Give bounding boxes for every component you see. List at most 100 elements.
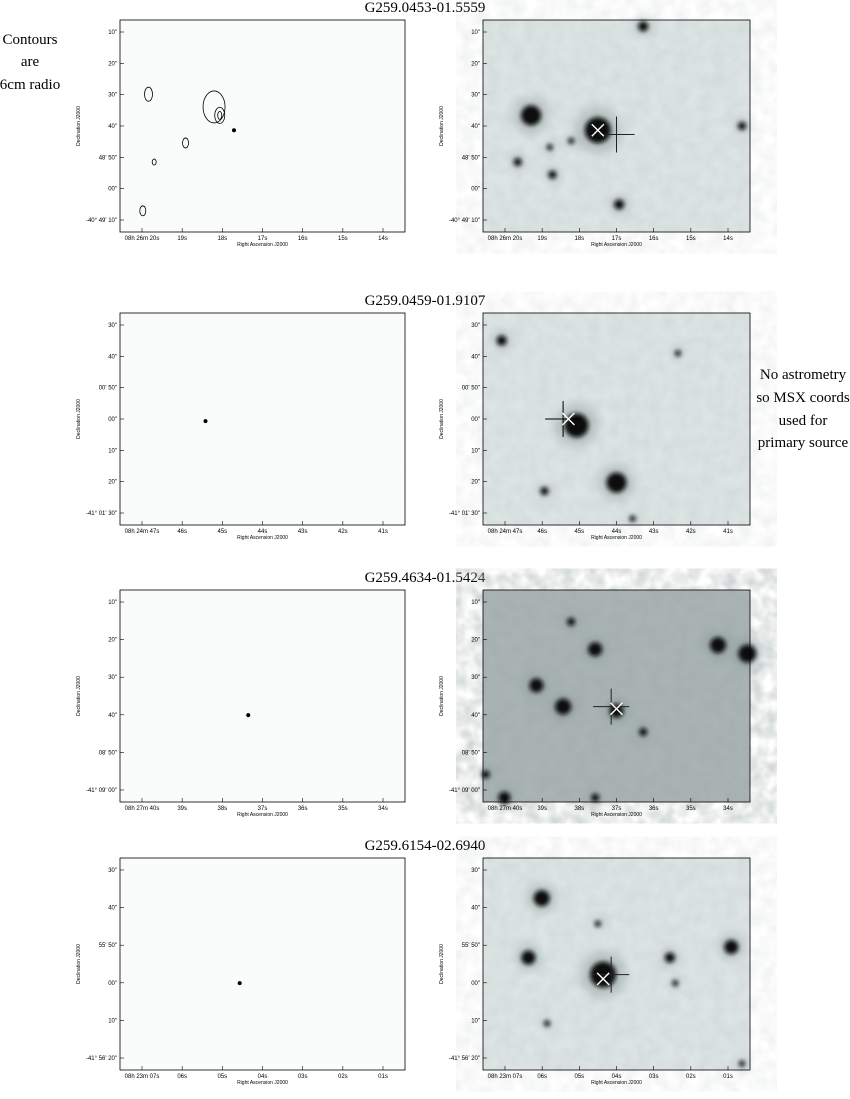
x-axis-label: Right Ascension J2000 xyxy=(237,1080,288,1086)
x-tick-label: 38s xyxy=(217,806,227,812)
y-tick-label: 10" xyxy=(471,30,480,36)
contour xyxy=(139,205,147,217)
panel: 30" 40" 00' 50" 00" 10" 20" -41° 01' 30" 08h 24… xyxy=(439,312,751,541)
y-tick-label: 30" xyxy=(471,323,480,329)
x-tick-label: 39s xyxy=(537,806,547,812)
x-tick-label: 38s xyxy=(574,806,584,812)
x-axis-label: Right Ascension J2000 xyxy=(591,1080,642,1086)
row-title: G259.0459-01.9107 xyxy=(365,293,486,309)
star xyxy=(674,350,681,357)
note-right: No astrometry xyxy=(760,367,847,383)
x-axis-label: Right Ascension J2000 xyxy=(591,242,642,248)
x-tick-label: 18s xyxy=(574,236,584,242)
y-tick-label: 00" xyxy=(108,187,117,193)
x-tick-label: 39s xyxy=(177,806,187,812)
star xyxy=(724,940,739,955)
star xyxy=(591,793,600,802)
note-right: so MSX coords xyxy=(756,390,850,406)
star xyxy=(567,617,576,626)
y-axis-label: Declination J2000 xyxy=(76,944,82,984)
x-tick-label: 35s xyxy=(686,806,696,812)
x-axis-label: Right Ascension J2000 xyxy=(591,535,642,541)
y-tick-label: -41° 09' 00" xyxy=(86,788,117,794)
y-tick-label: 40" xyxy=(471,354,480,360)
star xyxy=(533,890,550,907)
y-tick-label: 55' 50" xyxy=(462,943,480,949)
star xyxy=(521,950,536,965)
star xyxy=(738,1060,745,1067)
x-tick-label: 08h 24m 47s xyxy=(125,529,160,535)
x-tick-label: 43s xyxy=(649,529,659,535)
x-tick-label: 17s xyxy=(258,236,268,242)
x-tick-label: 08h 27m 40s xyxy=(488,806,523,812)
y-tick-label: 00" xyxy=(471,981,480,987)
star xyxy=(709,637,726,654)
y-tick-label: 08' 50" xyxy=(99,750,117,756)
y-tick-label: 00" xyxy=(108,417,117,423)
x-tick-label: 37s xyxy=(258,806,268,812)
star xyxy=(481,770,490,779)
star xyxy=(548,170,557,179)
y-tick-label: 30" xyxy=(108,323,117,329)
star xyxy=(546,144,553,151)
y-tick-label: 10" xyxy=(471,1018,480,1024)
y-tick-label: 20" xyxy=(471,480,480,486)
x-tick-label: 08h 26m 20s xyxy=(125,236,160,242)
row-title: G259.0453-01.5559 xyxy=(365,0,486,16)
star xyxy=(588,642,603,657)
y-tick-label: 00" xyxy=(471,187,480,193)
y-tick-label: 00' 50" xyxy=(99,386,117,392)
y-tick-label: 10" xyxy=(471,448,480,454)
y-tick-label: 30" xyxy=(471,868,480,874)
y-tick-label: 20" xyxy=(108,638,117,644)
y-tick-label: 10" xyxy=(108,1018,117,1024)
x-tick-label: 46s xyxy=(537,529,547,535)
x-tick-label: 41s xyxy=(723,529,733,535)
y-tick-label: 30" xyxy=(108,93,117,99)
x-tick-label: 19s xyxy=(537,236,547,242)
source xyxy=(232,128,236,133)
panel: 30" 40" 55' 50" 00" 10" -41° 56' 20" 08h 23m 0… xyxy=(76,857,406,1086)
y-tick-label: -40° 49' 10" xyxy=(86,218,117,224)
note-left: are xyxy=(21,54,40,70)
y-axis-label: Declination J2000 xyxy=(439,676,445,716)
cross-plus xyxy=(598,116,635,153)
star xyxy=(638,21,649,32)
y-tick-label: 30" xyxy=(108,675,117,681)
star xyxy=(555,698,572,715)
y-axis-label: Declination J2000 xyxy=(76,399,82,439)
x-tick-label: 01s xyxy=(378,1074,388,1080)
y-tick-label: 40" xyxy=(471,124,480,130)
x-tick-label: 18s xyxy=(217,236,227,242)
contour xyxy=(151,158,157,166)
x-axis-label: Right Ascension J2000 xyxy=(237,535,288,541)
star xyxy=(614,199,625,210)
y-tick-label: 08' 50" xyxy=(462,750,480,756)
star xyxy=(737,122,746,130)
star xyxy=(496,335,507,346)
x-tick-label: 08h 26m 20s xyxy=(488,236,523,242)
panel: 30" 40" 55' 50" 00" 10" -41° 56' 20" 08h 23m 0… xyxy=(439,857,751,1086)
y-tick-label: 48' 50" xyxy=(99,155,117,161)
x-tick-label: 15s xyxy=(686,236,696,242)
x-axis-label: Right Ascension J2000 xyxy=(237,812,288,818)
x-tick-label: 34s xyxy=(378,806,388,812)
panel: 10" 20" 30" 40" 08' 50" -41° 09' 00" 08h 27m 4… xyxy=(439,589,764,818)
y-axis-label: Declination J2000 xyxy=(76,676,82,716)
star xyxy=(521,105,542,126)
x-tick-label: 41s xyxy=(378,529,388,535)
y-tick-label: 30" xyxy=(108,868,117,874)
y-tick-label: 55' 50" xyxy=(99,943,117,949)
x-axis-label: Right Ascension J2000 xyxy=(591,812,642,818)
row-title: G259.4634-01.5424 xyxy=(365,570,486,586)
x-tick-label: 34s xyxy=(723,806,733,812)
y-tick-label: -41° 56' 20" xyxy=(86,1056,117,1062)
cross-plus xyxy=(593,688,630,725)
x-tick-label: 04s xyxy=(612,1074,622,1080)
x-tick-label: 14s xyxy=(378,236,388,242)
x-tick-label: 14s xyxy=(723,236,733,242)
x-tick-label: 02s xyxy=(686,1074,696,1080)
x-tick-label: 08h 27m 40s xyxy=(125,806,160,812)
noise xyxy=(120,20,405,232)
